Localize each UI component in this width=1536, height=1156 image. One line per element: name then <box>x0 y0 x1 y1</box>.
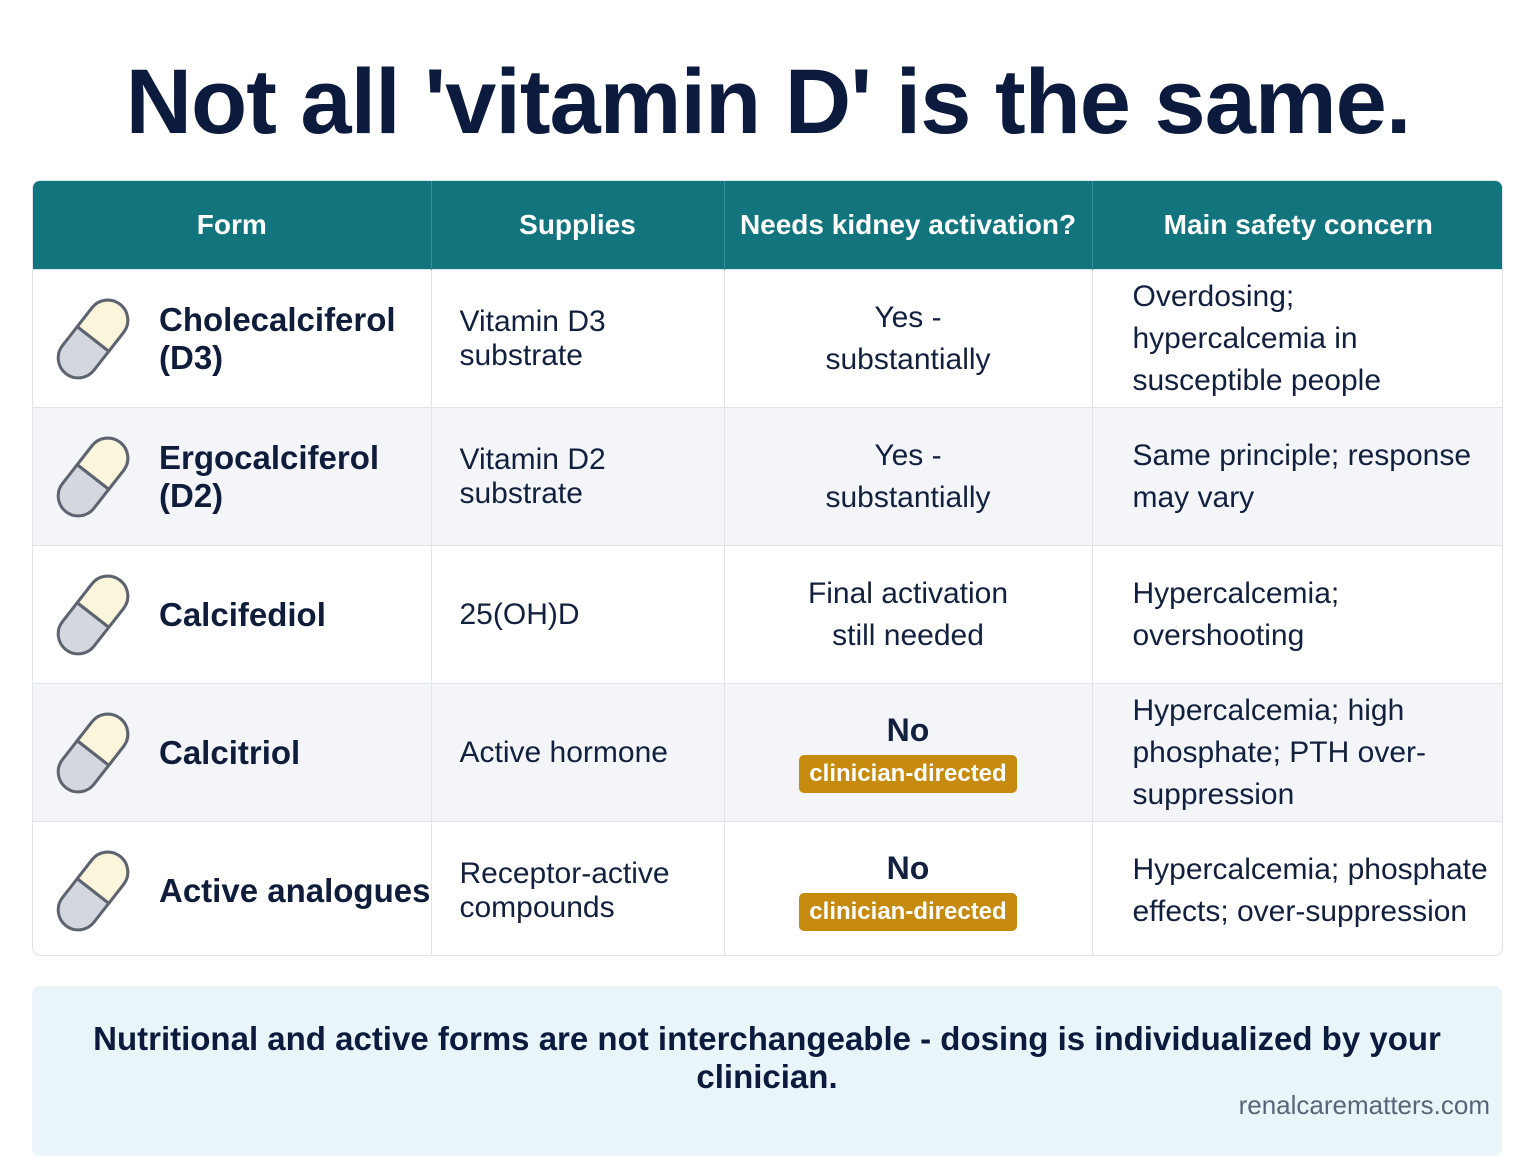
clinician-directed-badge: clinician-directed <box>799 755 1017 793</box>
form-cell: Calcitriol <box>33 683 432 822</box>
form-cell: Cholecalciferol (D3) <box>33 269 432 408</box>
kidney-activation-value: No <box>886 712 930 748</box>
form-cell: Ergocalciferol (D2) <box>33 407 432 546</box>
table-row: Calcifediol 25(OH)D Final activation still… <box>33 545 1502 684</box>
form-cell: Active analogues <box>33 821 432 955</box>
kidney-activation-cell: No clinician-directed <box>724 683 1093 822</box>
kidney-activation-value: Yes - substantially <box>825 438 991 514</box>
safety-concern-cell: Hypercalcemia; high phosphate; PTH over-… <box>1092 683 1502 822</box>
supplies-cell: 25(OH)D <box>431 545 725 684</box>
page-title: Not all 'vitamin D' is the same. <box>125 51 1412 153</box>
kidney-activation-cell: No clinician-directed <box>724 821 1093 955</box>
form-cell: Calcifediol <box>33 545 432 684</box>
column-header-supplies: Supplies <box>431 181 725 270</box>
kidney-activation-value: Final activation still needed <box>807 576 1009 652</box>
table-row: Calcitriol Active hormone No clinician-dire… <box>33 683 1502 822</box>
vitamin-d-forms-table: Form Supplies Needs kidney activation? M… <box>32 180 1503 956</box>
safety-concern-cell: Hypercalcemia; overshooting <box>1092 545 1502 684</box>
form-name: Ergocalciferol (D2) <box>159 438 380 514</box>
column-header-form: Form <box>33 181 432 270</box>
clinician-directed-badge: clinician-directed <box>799 893 1017 931</box>
form-name: Calcifediol <box>159 595 326 633</box>
form-name: Calcitriol <box>159 733 301 771</box>
supplies-cell: Active hormone <box>431 683 725 822</box>
kidney-activation-cell: Final activation still needed <box>724 545 1093 684</box>
pill-capsule-icon <box>53 565 133 665</box>
form-name: Active analogues <box>159 871 431 909</box>
table-row: Active analogues Receptor-active compound… <box>33 821 1502 955</box>
safety-concern-cell: Hypercalcemia; phosphate effects; over-s… <box>1092 821 1502 955</box>
supplies-cell: Vitamin D2 substrate <box>431 407 725 546</box>
supplies-cell: Receptor-active compounds <box>431 821 725 955</box>
pill-capsule-icon <box>53 289 133 389</box>
column-header-kidney-activation: Needs kidney activation? <box>724 181 1093 270</box>
pill-capsule-icon <box>53 841 133 941</box>
table-header-row: Form Supplies Needs kidney activation? M… <box>33 181 1502 270</box>
table-row: Ergocalciferol (D2) Vitamin D2 substrate Y… <box>33 407 1502 546</box>
column-header-safety-concern: Main safety concern <box>1092 181 1502 270</box>
table-row: Cholecalciferol (D3) Vitamin D3 substrate… <box>33 269 1502 408</box>
kidney-activation-cell: Yes - substantially <box>724 269 1093 408</box>
supplies-cell: Vitamin D3 substrate <box>431 269 725 408</box>
footer-message: Nutritional and active forms are not int… <box>93 1020 1441 1095</box>
safety-concern-cell: Same principle; response may vary <box>1092 407 1502 546</box>
kidney-activation-value: Yes - substantially <box>825 300 991 376</box>
source-url: renalcarematters.com <box>1238 1090 1490 1120</box>
form-name: Cholecalciferol (D3) <box>159 300 396 376</box>
pill-capsule-icon <box>53 427 133 527</box>
pill-capsule-icon <box>53 703 133 803</box>
safety-concern-cell: Overdosing; hypercalcemia in susceptible… <box>1092 269 1502 408</box>
kidney-activation-value: No <box>886 850 930 886</box>
footer-note: Nutritional and active forms are not int… <box>32 986 1502 1156</box>
kidney-activation-cell: Yes - substantially <box>724 407 1093 546</box>
